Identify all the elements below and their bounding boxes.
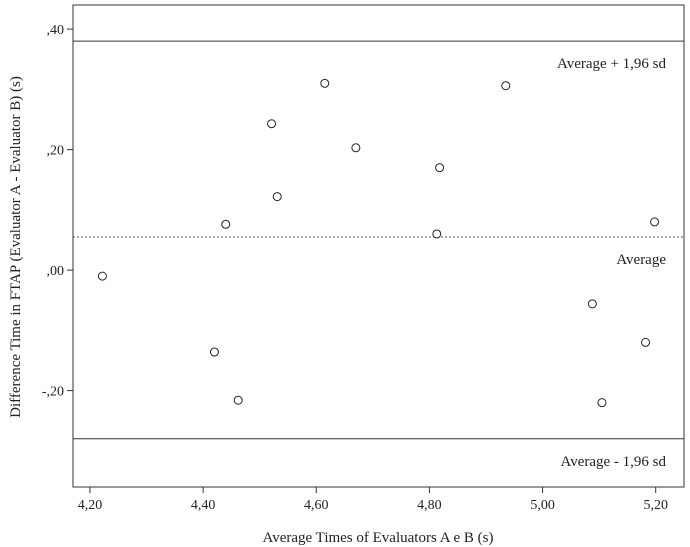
data-point xyxy=(650,217,660,227)
lower-limit-label: Average - 1,96 sd xyxy=(560,454,666,470)
x-tick-label: 4,20 xyxy=(78,498,103,513)
data-point xyxy=(587,299,597,309)
upper-limit-label: Average + 1,96 sd xyxy=(557,56,666,72)
mean-label: Average xyxy=(616,252,666,268)
data-point xyxy=(97,271,107,281)
data-point xyxy=(272,192,282,202)
data-point xyxy=(432,229,442,239)
x-tick-label: 5,20 xyxy=(643,498,668,513)
data-point xyxy=(641,337,651,347)
y-tick-label: ,40 xyxy=(47,23,65,38)
x-tick-label: 4,60 xyxy=(304,498,329,513)
plot-frame xyxy=(72,4,685,488)
data-point xyxy=(501,81,511,91)
data-point xyxy=(221,219,231,229)
data-point xyxy=(435,163,445,173)
y-axis-label: Difference Time in FTAP (Evaluator A - E… xyxy=(8,76,24,418)
x-axis-ticks: 4,20 4,40 4,60 4,80 5,00 5,20 xyxy=(78,487,668,513)
reference-lines xyxy=(73,40,684,440)
data-point xyxy=(267,119,277,129)
data-point xyxy=(209,347,219,357)
data-point xyxy=(351,143,361,153)
data-point xyxy=(597,398,607,408)
reference-labels: Average + 1,96 sd Average Average - 1,96 s… xyxy=(557,56,666,470)
data-point xyxy=(320,78,330,88)
y-tick-label: -,20 xyxy=(42,385,64,400)
y-tick-label: ,20 xyxy=(47,144,65,159)
data-point xyxy=(233,395,243,405)
x-tick-label: 4,80 xyxy=(417,498,442,513)
y-tick-label: ,00 xyxy=(47,264,65,279)
x-axis-label: Average Times of Evaluators A e B (s) xyxy=(263,530,494,546)
y-axis-ticks: ,40 ,20 ,00 -,20 xyxy=(42,23,73,400)
x-tick-label: 5,00 xyxy=(530,498,555,513)
x-tick-label: 4,40 xyxy=(191,498,216,513)
data-points xyxy=(97,78,660,408)
